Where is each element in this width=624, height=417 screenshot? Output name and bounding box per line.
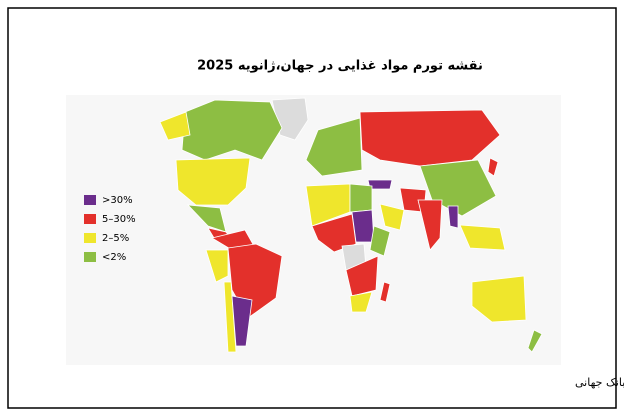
argentina xyxy=(231,295,253,347)
egypt xyxy=(349,183,373,213)
arabia xyxy=(379,203,405,231)
legend-swatch xyxy=(84,214,96,224)
southeast-asia xyxy=(459,224,506,251)
canada xyxy=(181,99,283,161)
myanmar xyxy=(447,205,459,229)
legend-swatch xyxy=(84,252,96,262)
australia xyxy=(471,275,527,323)
legend-swatch xyxy=(84,195,96,205)
legend-label: 2–5% xyxy=(102,233,129,244)
world-map xyxy=(66,95,561,365)
legend-label: 5–30% xyxy=(102,214,136,225)
legend-label: <2% xyxy=(102,252,126,263)
source-note: منبع: بانک جهانی xyxy=(575,376,624,389)
southern-africa xyxy=(345,255,379,297)
chile xyxy=(223,281,237,353)
legend-label: >30% xyxy=(102,195,133,206)
japan xyxy=(487,157,499,177)
europe xyxy=(305,117,363,177)
peru xyxy=(205,249,229,283)
alaska xyxy=(159,111,191,141)
madagascar xyxy=(379,281,391,303)
india xyxy=(417,199,443,251)
usa xyxy=(175,157,251,206)
legend: >30% 5–30% 2–5% <2% xyxy=(84,195,136,263)
east-africa xyxy=(369,225,391,257)
south-africa xyxy=(349,291,373,313)
new-zealand xyxy=(527,329,543,353)
map-title: نقشه تورم مواد غذایی در جهان،ژانویه 2025 xyxy=(197,59,483,74)
legend-swatch xyxy=(84,233,96,243)
